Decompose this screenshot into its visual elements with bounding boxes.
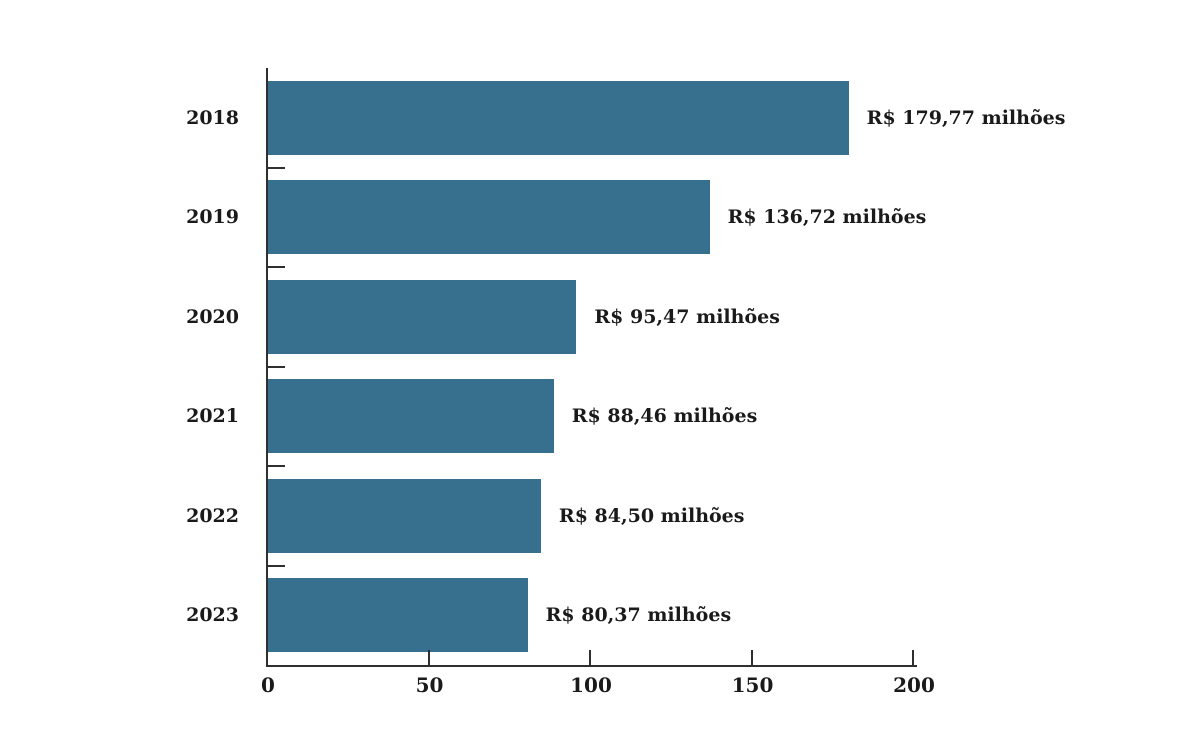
bar-value-label-2023: R$ 80,37 milhões <box>545 604 732 627</box>
y-axis-tick <box>268 365 285 368</box>
chart-row-2020: 2020 R$ 95,47 milhões <box>186 267 914 367</box>
chart-row-2022: 2022 R$ 84,50 milhões <box>186 466 914 566</box>
y-axis-tick <box>268 465 285 467</box>
x-axis-tick-label: 200 <box>893 673 935 697</box>
x-axis-tick <box>427 650 430 665</box>
category-label-2018: 2018 <box>186 106 239 129</box>
y-axis-tick <box>268 166 285 169</box>
category-label-2020: 2020 <box>186 305 239 328</box>
x-axis-tick <box>750 650 753 665</box>
plot-area: 2018 R$ 179,77 milhões 2019 R$ 136,72 milhõ… <box>186 68 1065 697</box>
x-axis-tick <box>912 650 914 665</box>
bar-value-label-2019: R$ 136,72 milhões <box>727 206 927 229</box>
bar-2019 <box>268 180 710 255</box>
bar-2021 <box>268 379 554 454</box>
x-axis-tick <box>589 650 591 665</box>
bar-value-label-2021: R$ 88,46 milhões <box>571 405 758 428</box>
x-axis-tick-label: 0 <box>261 673 275 697</box>
x-axis-tick-label: 50 <box>415 673 444 697</box>
x-axis-tick-label: 150 <box>731 673 774 697</box>
chart-row-2021: 2021 R$ 88,46 milhões <box>186 367 914 467</box>
y-axis-tick <box>268 266 285 268</box>
y-axis-line <box>266 68 268 667</box>
category-label-2023: 2023 <box>186 604 239 627</box>
category-label-2019: 2019 <box>186 206 239 229</box>
x-axis-line <box>266 665 917 667</box>
chart-row-2018: 2018 R$ 179,77 milhões <box>186 68 1065 168</box>
bar-value-label-2022: R$ 84,50 milhões <box>558 504 745 527</box>
category-label-2022: 2022 <box>186 504 239 527</box>
category-label-2021: 2021 <box>186 405 239 428</box>
x-axis-tick-label: 100 <box>570 673 612 697</box>
y-axis-tick <box>268 564 285 567</box>
bar-value-label-2020: R$ 95,47 milhões <box>594 305 780 328</box>
bar-2018 <box>268 80 849 155</box>
bar-2020 <box>268 279 577 354</box>
bar-value-label-2018: R$ 179,77 milhões <box>866 106 1066 129</box>
chart-row-2023: 2023 R$ 80,37 milhões <box>186 566 914 666</box>
bar-2023 <box>268 578 528 653</box>
bar-2022 <box>268 478 541 553</box>
chart-row-2019: 2019 R$ 136,72 milhões <box>186 168 926 268</box>
